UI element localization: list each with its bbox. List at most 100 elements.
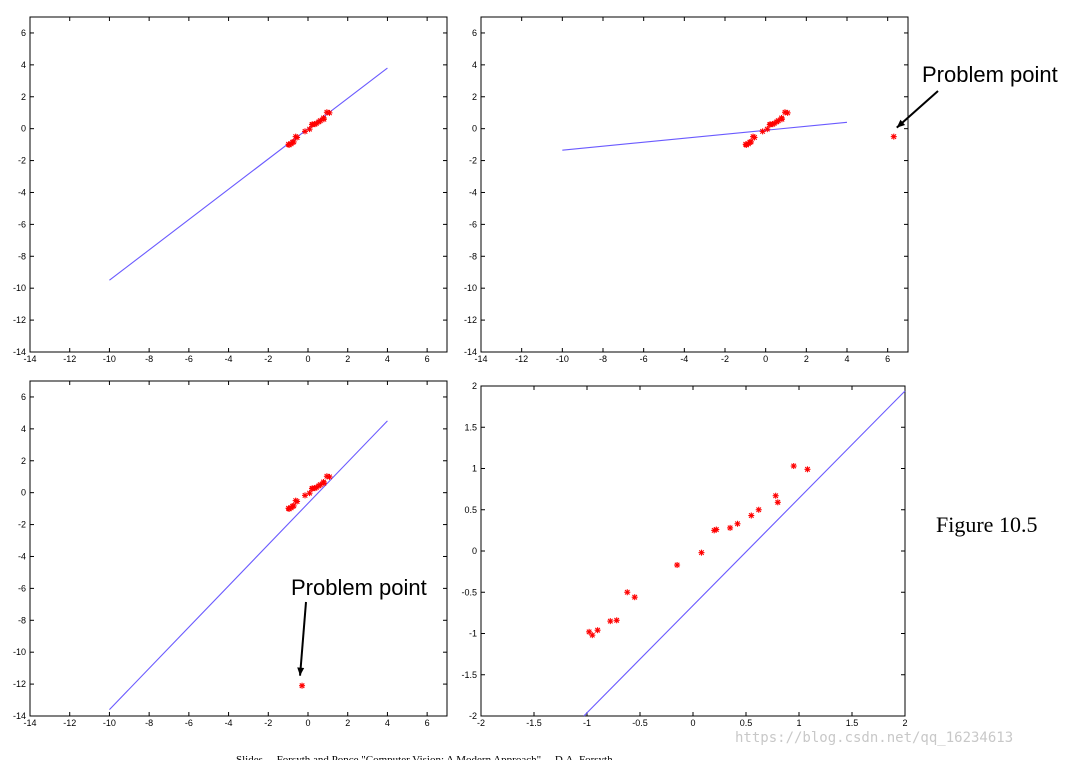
data-point	[774, 499, 781, 506]
chart-panel-2: -14 -12 -10 -8 -6 -4 -2 0 2 4 6 6 4 2 0 -2 -4 -6 -8 -10 -12 -…	[464, 16, 909, 364]
x-tick-label: 4	[385, 354, 390, 364]
data-point	[290, 502, 297, 509]
x-tick-label: 2	[345, 354, 350, 364]
data-point	[294, 134, 301, 141]
y-tick-label: -6	[469, 219, 477, 229]
y-tick-label: 0	[472, 124, 477, 134]
y-tick-label: -1	[469, 629, 477, 639]
plot-frame	[29, 380, 448, 717]
x-tick-label: 0.5	[740, 718, 753, 728]
data-point	[784, 109, 791, 116]
figure-caption: Figure 10.5	[936, 512, 1038, 537]
x-tick-label: -14	[474, 354, 487, 364]
y-tick-label: -10	[13, 647, 26, 657]
data-point	[734, 520, 741, 527]
y-tick-label: 0	[21, 124, 26, 134]
data-point	[320, 116, 327, 123]
watermark: https://blog.csdn.net/qq_16234613	[735, 730, 1014, 746]
y-tick-label: 2	[472, 92, 477, 102]
data-point	[294, 498, 301, 505]
data-point	[748, 138, 755, 145]
x-tick-label: 4	[844, 354, 849, 364]
data-point	[755, 506, 762, 513]
data-point	[790, 463, 797, 470]
data-point	[748, 512, 755, 519]
data-point	[771, 120, 778, 127]
y-tick-label: -2	[469, 711, 477, 721]
x-tick-label: -14	[23, 354, 36, 364]
x-tick-label: -10	[103, 718, 116, 728]
y-tick-label: 2	[21, 456, 26, 466]
x-tick-label: -6	[640, 354, 648, 364]
data-point	[589, 632, 596, 639]
x-tick-label: 0	[690, 718, 695, 728]
x-tick-label: 1.5	[846, 718, 859, 728]
x-tick-label: -10	[556, 354, 569, 364]
y-tick-label: -4	[18, 187, 26, 197]
y-tick-label: -14	[464, 347, 477, 357]
data-point	[302, 492, 309, 499]
x-tick-label: -14	[23, 718, 36, 728]
y-tick-label: 4	[472, 60, 477, 70]
x-tick-label: 1	[796, 718, 801, 728]
x-tick-label: -6	[185, 354, 193, 364]
data-point	[624, 589, 631, 596]
y-tick-label: -14	[13, 711, 26, 721]
y-tick-label: -6	[18, 219, 26, 229]
x-tick-label: -2	[721, 354, 729, 364]
x-tick-label: -2	[477, 718, 485, 728]
data-point	[698, 549, 705, 556]
y-tick-label: 6	[21, 28, 26, 38]
y-tick-label: -1.5	[461, 670, 477, 680]
x-tick-label: 2	[902, 718, 907, 728]
data-point	[302, 128, 309, 135]
callout-arrow	[896, 90, 939, 129]
y-tick-label: -8	[18, 251, 26, 261]
x-tick-label: 0	[305, 354, 310, 364]
y-tick-label: -0.5	[461, 587, 477, 597]
y-tick-label: -2	[18, 520, 26, 530]
x-tick-label: -12	[63, 718, 76, 728]
callout-arrow	[299, 601, 307, 676]
data-point	[594, 627, 601, 634]
y-tick-label: 6	[21, 392, 26, 402]
y-tick-label: 2	[21, 92, 26, 102]
chart-panel-4: -2 -1.5 -1 -0.5 0 0.5 1 1.5 2 2 1.5 1 0.5 0 -0.5 -1 -1.5…	[461, 381, 907, 728]
y-tick-label: 1.5	[464, 422, 477, 432]
data-point	[306, 126, 313, 133]
y-tick-label: 0	[472, 546, 477, 556]
data-point	[764, 126, 771, 133]
x-tick-label: 6	[425, 354, 430, 364]
data-point	[727, 524, 734, 531]
y-tick-label: -12	[464, 315, 477, 325]
x-tick-label: 4	[385, 718, 390, 728]
x-tick-label: -10	[103, 354, 116, 364]
x-tick-label: -8	[145, 354, 153, 364]
data-point	[631, 594, 638, 601]
x-tick-label: -6	[185, 718, 193, 728]
fit-line	[109, 420, 388, 711]
x-tick-label: 2	[804, 354, 809, 364]
data-point	[299, 682, 306, 689]
x-tick-label: -8	[145, 718, 153, 728]
x-tick-label: -8	[599, 354, 607, 364]
y-tick-label: -8	[469, 251, 477, 261]
y-tick-label: 4	[21, 60, 26, 70]
plot-frame	[29, 16, 448, 353]
y-tick-label: -12	[13, 679, 26, 689]
x-tick-label: 0	[763, 354, 768, 364]
data-point	[759, 128, 766, 135]
x-tick-label: 0	[305, 718, 310, 728]
x-tick-label: 2	[345, 718, 350, 728]
problem-point-label: Problem point	[291, 575, 427, 600]
callout-arrowhead	[297, 667, 305, 676]
y-tick-label: -10	[464, 283, 477, 293]
y-tick-label: -2	[469, 156, 477, 166]
y-tick-label: -10	[13, 283, 26, 293]
fit-line	[109, 67, 388, 281]
y-tick-label: 2	[472, 381, 477, 391]
x-tick-label: -4	[680, 354, 688, 364]
y-tick-label: 6	[472, 28, 477, 38]
chart-panel-3: -14 -12 -10 -8 -6 -4 -2 0 2 4 6 6 4 2 0 -2 -4 -6 -8 -10 -12 -…	[13, 380, 448, 728]
